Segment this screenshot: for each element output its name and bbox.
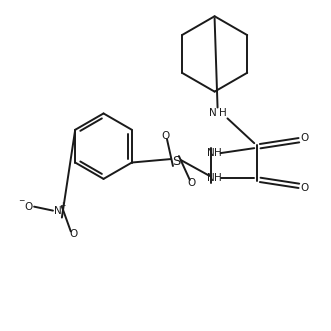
Text: O: O [301,183,309,193]
Text: O: O [24,202,32,212]
Text: −: − [18,196,24,205]
Text: N: N [207,148,214,158]
Text: O: O [70,229,78,239]
Text: O: O [161,131,169,141]
Text: S: S [172,155,180,167]
Text: N: N [207,173,214,183]
Text: H: H [219,109,226,118]
Text: N: N [209,109,216,118]
Text: O: O [188,178,196,188]
Text: O: O [301,133,309,143]
Text: H: H [214,148,221,158]
Text: N: N [54,206,62,215]
Text: +: + [60,201,66,210]
Text: H: H [214,173,221,183]
